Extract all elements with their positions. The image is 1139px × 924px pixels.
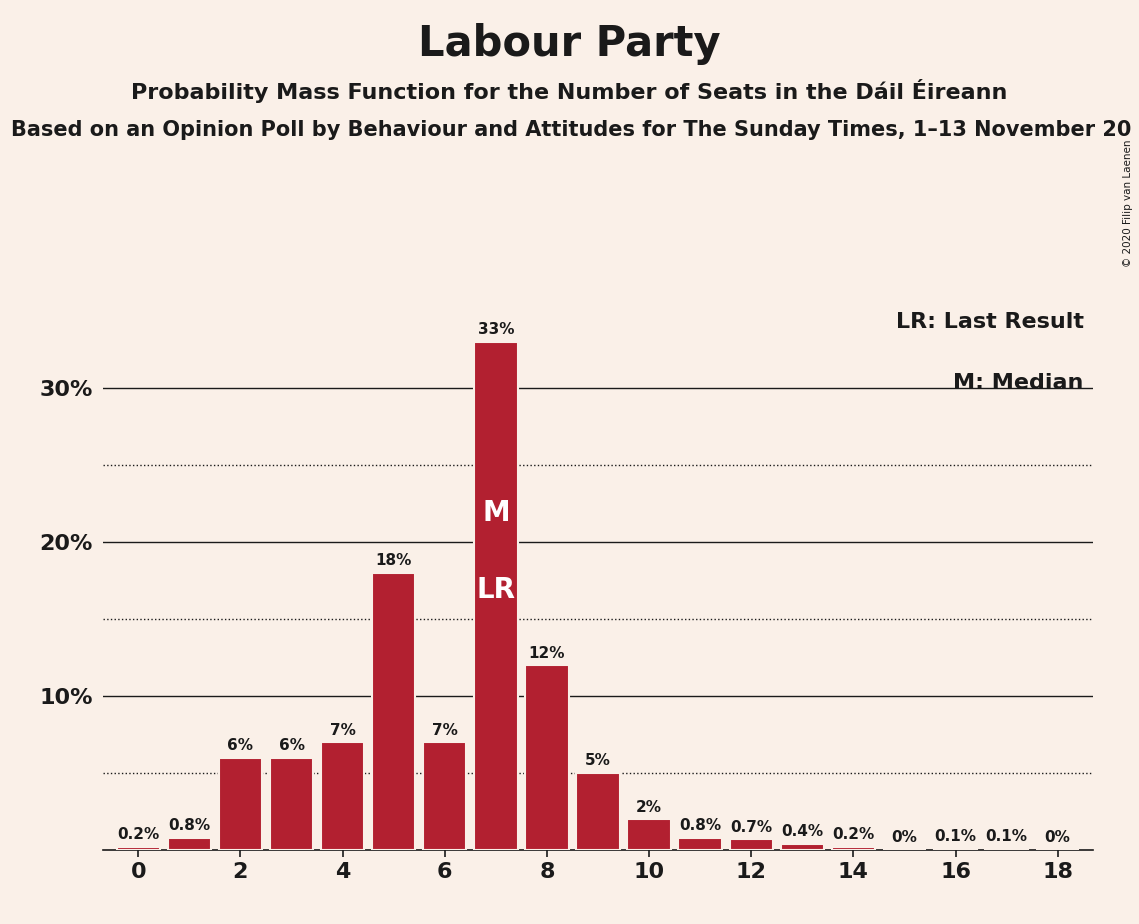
Text: 0.4%: 0.4% bbox=[781, 824, 823, 839]
Bar bbox=[628, 820, 671, 850]
Text: © 2020 Filip van Laenen: © 2020 Filip van Laenen bbox=[1123, 140, 1133, 267]
Text: 6%: 6% bbox=[279, 738, 304, 753]
Bar bbox=[576, 773, 620, 850]
Bar bbox=[679, 838, 722, 850]
Text: 0.8%: 0.8% bbox=[169, 818, 211, 833]
Text: 2%: 2% bbox=[636, 799, 662, 815]
Text: 0.2%: 0.2% bbox=[117, 827, 159, 843]
Bar bbox=[167, 838, 211, 850]
Text: 33%: 33% bbox=[477, 322, 514, 337]
Text: Probability Mass Function for the Number of Seats in the Dáil Éireann: Probability Mass Function for the Number… bbox=[131, 79, 1008, 103]
Text: 18%: 18% bbox=[376, 553, 412, 568]
Text: 0.7%: 0.7% bbox=[730, 820, 772, 834]
Text: Based on an Opinion Poll by Behaviour and Attitudes for The Sunday Times, 1–13 N: Based on an Opinion Poll by Behaviour an… bbox=[11, 120, 1132, 140]
Text: 12%: 12% bbox=[528, 646, 565, 661]
Text: 0%: 0% bbox=[892, 831, 917, 845]
Text: LR: Last Result: LR: Last Result bbox=[895, 312, 1083, 333]
Text: 0.1%: 0.1% bbox=[985, 829, 1027, 844]
Text: M: Median: M: Median bbox=[953, 373, 1083, 394]
Text: 0%: 0% bbox=[1044, 831, 1071, 845]
Bar bbox=[985, 848, 1029, 850]
Text: 0.2%: 0.2% bbox=[833, 827, 875, 843]
Text: 0.8%: 0.8% bbox=[679, 818, 721, 833]
Bar bbox=[831, 847, 875, 850]
Text: 7%: 7% bbox=[329, 723, 355, 737]
Bar bbox=[474, 342, 517, 850]
Text: 0.1%: 0.1% bbox=[934, 829, 976, 844]
Bar bbox=[321, 742, 364, 850]
Bar bbox=[423, 742, 467, 850]
Bar bbox=[116, 847, 159, 850]
Text: 5%: 5% bbox=[585, 753, 611, 769]
Text: Labour Party: Labour Party bbox=[418, 23, 721, 65]
Bar bbox=[372, 573, 416, 850]
Bar bbox=[219, 758, 262, 850]
Text: LR: LR bbox=[476, 576, 515, 603]
Bar bbox=[525, 665, 568, 850]
Bar bbox=[270, 758, 313, 850]
Text: 7%: 7% bbox=[432, 723, 458, 737]
Text: 6%: 6% bbox=[228, 738, 253, 753]
Bar bbox=[934, 848, 977, 850]
Bar bbox=[780, 844, 823, 850]
Text: M: M bbox=[482, 499, 509, 527]
Bar bbox=[729, 839, 773, 850]
